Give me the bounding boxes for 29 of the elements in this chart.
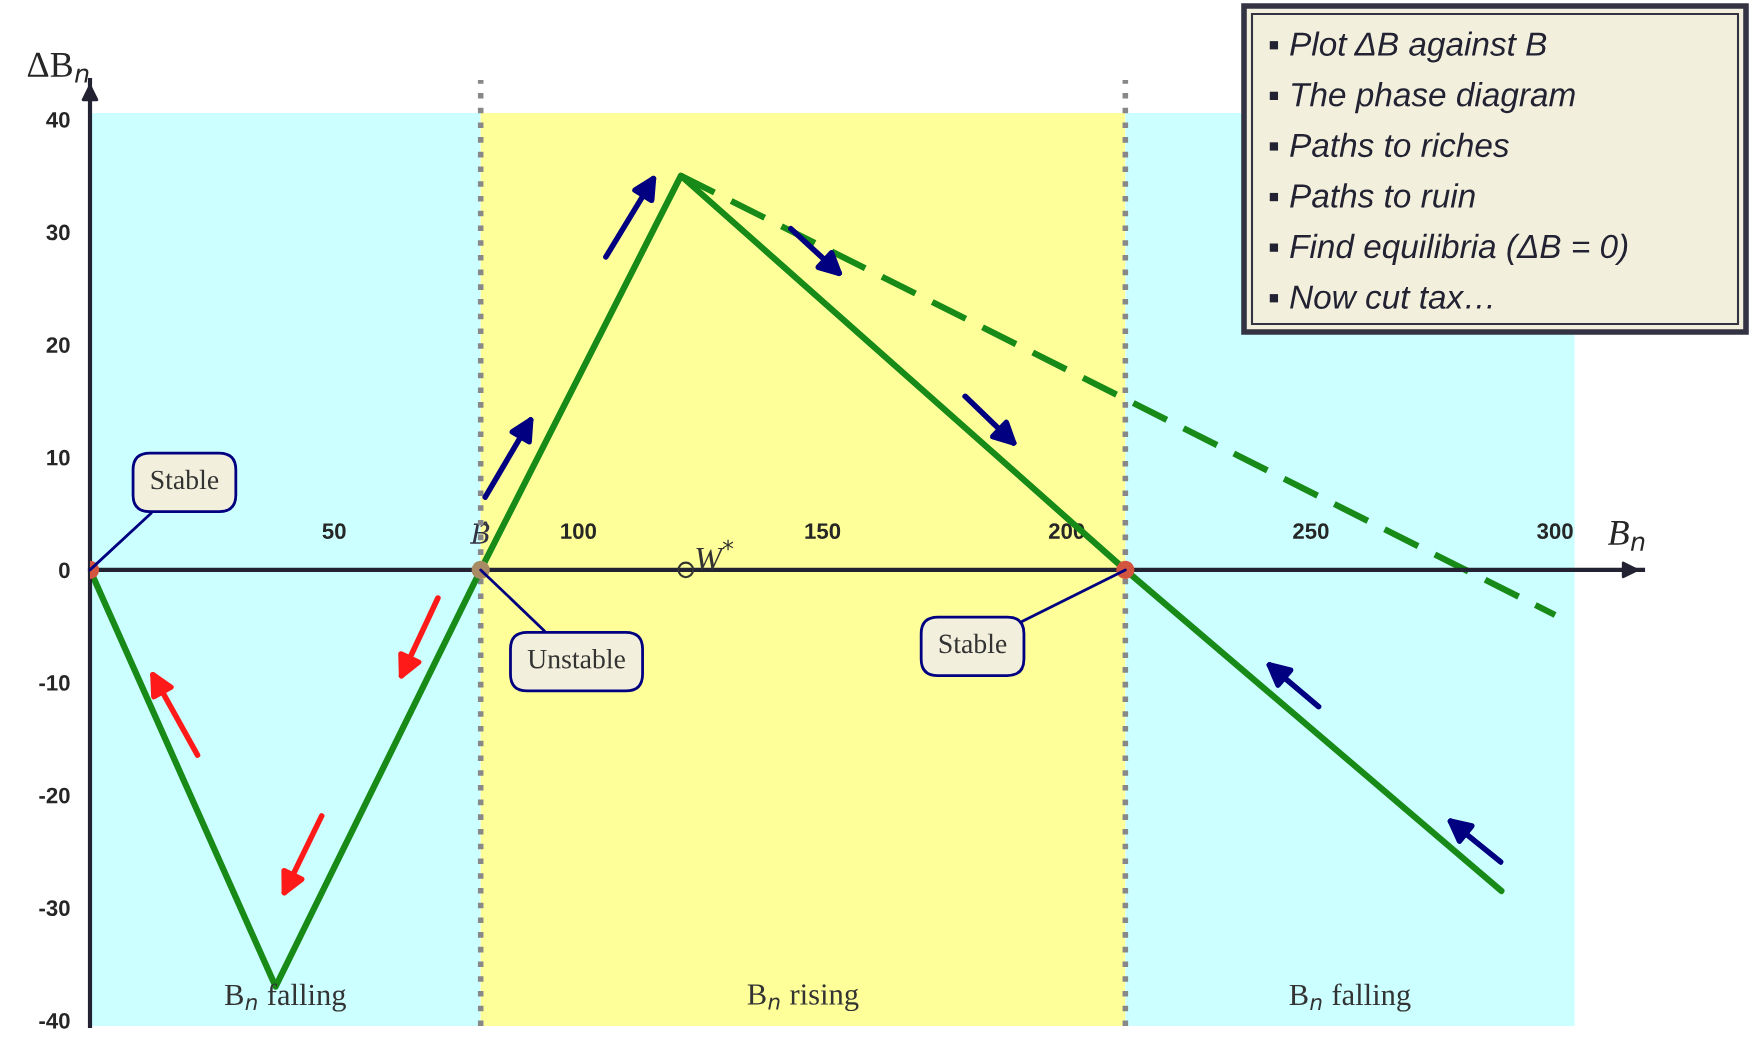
y-tick-label: -20 [39, 787, 70, 804]
annotation: Stable [151, 469, 219, 490]
series-label: W$^{*}$ [696, 539, 734, 571]
band-label: B$_{n}$ falling [224, 983, 346, 1012]
y-axis-title: ΔB$_{n}$ [27, 52, 89, 83]
y-tick-label: 30 [46, 224, 70, 241]
y-tick-label: 0 [59, 562, 70, 579]
x-tick-label: 100 [561, 523, 596, 539]
band-label: B$_{n}$ rising [747, 984, 859, 1012]
x-tick-label: 250 [1293, 523, 1329, 539]
y-tick-label: 20 [46, 337, 70, 353]
annotation: ▪ Now cut tax… [1269, 285, 1492, 309]
x-tick-label: 300 [1537, 523, 1573, 540]
y-tick-label: -30 [39, 900, 70, 917]
y-tick-label: 10 [47, 449, 70, 466]
band-label: B$_{n}$ falling [1289, 983, 1411, 1012]
x-tick-label: 150 [805, 523, 841, 539]
x-axis-title: B$_{n}$ [1607, 521, 1645, 551]
annotation: Unstable [527, 648, 625, 669]
y-tick-label: 40 [46, 111, 70, 128]
text: ▪ Plot ΔB against B [1269, 31, 1547, 63]
annotation: Stable [939, 633, 1007, 654]
annotation: ▪ The phase diagram [1269, 82, 1575, 114]
y-tick-label: -40 [39, 1012, 70, 1029]
y-tick-label: -10 [39, 675, 70, 691]
annotation: ▪ Paths to riches [1269, 132, 1509, 158]
x-tick-label: 50 [322, 523, 346, 539]
annotation: ▪ Paths to ruin [1269, 183, 1475, 208]
annotation: ▪ Find equilibria (ΔB = 0) [1269, 233, 1628, 265]
